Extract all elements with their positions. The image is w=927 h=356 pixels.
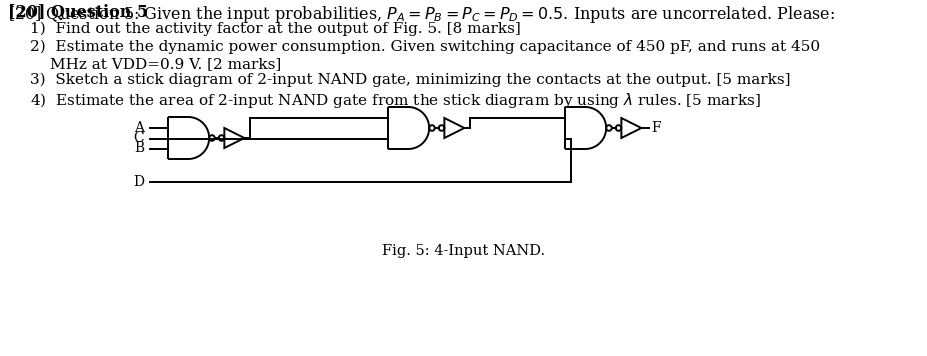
Text: 3)  Sketch a stick diagram of 2-input NAND gate, minimizing the contacts at the : 3) Sketch a stick diagram of 2-input NAN… — [30, 73, 790, 87]
Text: D: D — [133, 175, 144, 189]
Text: MHz at VDD=0.9 V. [2 marks]: MHz at VDD=0.9 V. [2 marks] — [50, 57, 281, 71]
Text: 2)  Estimate the dynamic power consumption. Given switching capacitance of 450 p: 2) Estimate the dynamic power consumptio… — [30, 40, 819, 54]
Text: F: F — [651, 121, 660, 135]
Text: 1)  Find out the activity factor at the output of Fig. 5. [8 marks]: 1) Find out the activity factor at the o… — [30, 22, 520, 36]
Text: Fig. 5: 4-Input NAND.: Fig. 5: 4-Input NAND. — [382, 244, 545, 258]
Text: A: A — [133, 120, 144, 135]
Text: B: B — [133, 141, 144, 156]
Text: [20] Question 5: [20] Question 5 — [8, 4, 148, 21]
Text: [20] Question 5: Given the input probabilities, $P_A = P_B = P_C = P_D = 0.5$. I: [20] Question 5: Given the input probabi… — [8, 4, 834, 25]
Text: C: C — [133, 131, 144, 146]
Text: 4)  Estimate the area of 2-input NAND gate from the stick diagram by using $\lam: 4) Estimate the area of 2-input NAND gat… — [30, 91, 760, 110]
